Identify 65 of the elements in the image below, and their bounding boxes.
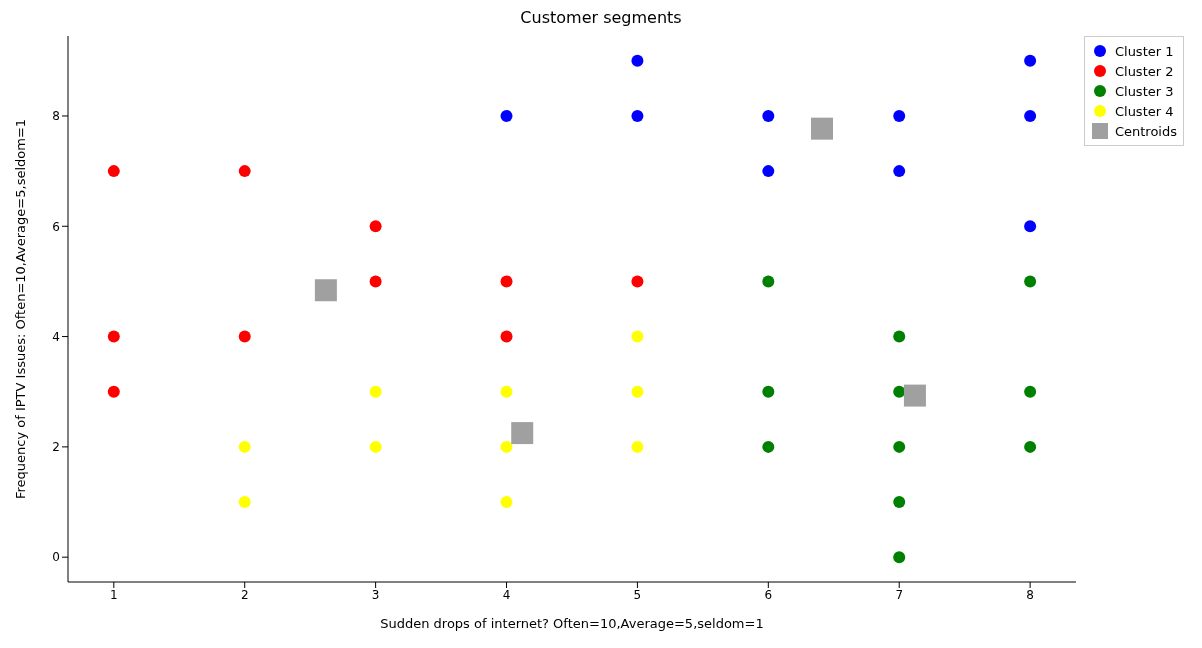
point <box>369 440 382 453</box>
point <box>893 551 906 564</box>
point <box>1024 440 1037 453</box>
point <box>238 440 251 453</box>
point <box>762 165 775 178</box>
y-tick-label: 4 <box>52 329 60 344</box>
point <box>631 385 644 398</box>
legend-label: Cluster 4 <box>1114 103 1174 119</box>
point <box>511 422 534 445</box>
x-tick-label: 6 <box>764 587 773 602</box>
point <box>903 384 926 407</box>
point <box>1024 275 1037 288</box>
point <box>893 109 906 122</box>
point <box>107 330 120 343</box>
y-tick-label: 0 <box>52 550 60 565</box>
point <box>893 330 906 343</box>
point <box>762 385 775 398</box>
point <box>762 440 775 453</box>
x-tick-label: 4 <box>502 587 511 602</box>
point <box>369 275 382 288</box>
point <box>238 496 251 509</box>
point <box>500 496 513 509</box>
y-tick-label: 8 <box>52 109 60 124</box>
point <box>810 117 833 140</box>
point <box>893 165 906 178</box>
point <box>631 440 644 453</box>
point <box>1024 220 1037 233</box>
point <box>238 330 251 343</box>
x-axis-title: Sudden drops of internet? Often=10,Average=5,seldom=1 <box>380 616 764 631</box>
point <box>1024 109 1037 122</box>
legend-label: Centroids <box>1114 123 1177 139</box>
y-tick-label: 6 <box>52 219 60 234</box>
point <box>1024 54 1037 67</box>
x-tick-label: 3 <box>371 587 380 602</box>
point <box>238 165 251 178</box>
x-tick-label: 7 <box>895 587 904 602</box>
point <box>631 330 644 343</box>
point <box>762 275 775 288</box>
legend-label: Cluster 1 <box>1114 43 1174 59</box>
legend-label: Cluster 3 <box>1114 83 1174 99</box>
x-tick-label: 2 <box>240 587 249 602</box>
y-axis-title: Frequency of IPTV Issues: Often=10,Average=5,seldom=1 <box>12 118 28 500</box>
point <box>631 275 644 288</box>
point <box>631 109 644 122</box>
point <box>631 54 644 67</box>
chart-title: Customer segments <box>519 8 683 29</box>
point <box>893 440 906 453</box>
point <box>500 330 513 343</box>
point <box>893 496 906 509</box>
point <box>107 385 120 398</box>
point <box>1024 385 1037 398</box>
x-tick-label: 1 <box>110 587 118 602</box>
point <box>314 279 337 302</box>
point <box>500 109 513 122</box>
point <box>107 165 120 178</box>
point <box>762 109 775 122</box>
legend-label: Cluster 2 <box>1114 63 1174 79</box>
x-tick-label: 8 <box>1026 587 1034 602</box>
point <box>500 440 513 453</box>
point <box>500 275 513 288</box>
x-tick-label: 5 <box>633 587 642 602</box>
point <box>369 385 382 398</box>
point <box>369 220 382 233</box>
y-tick-label: 2 <box>52 440 60 455</box>
point <box>500 385 513 398</box>
